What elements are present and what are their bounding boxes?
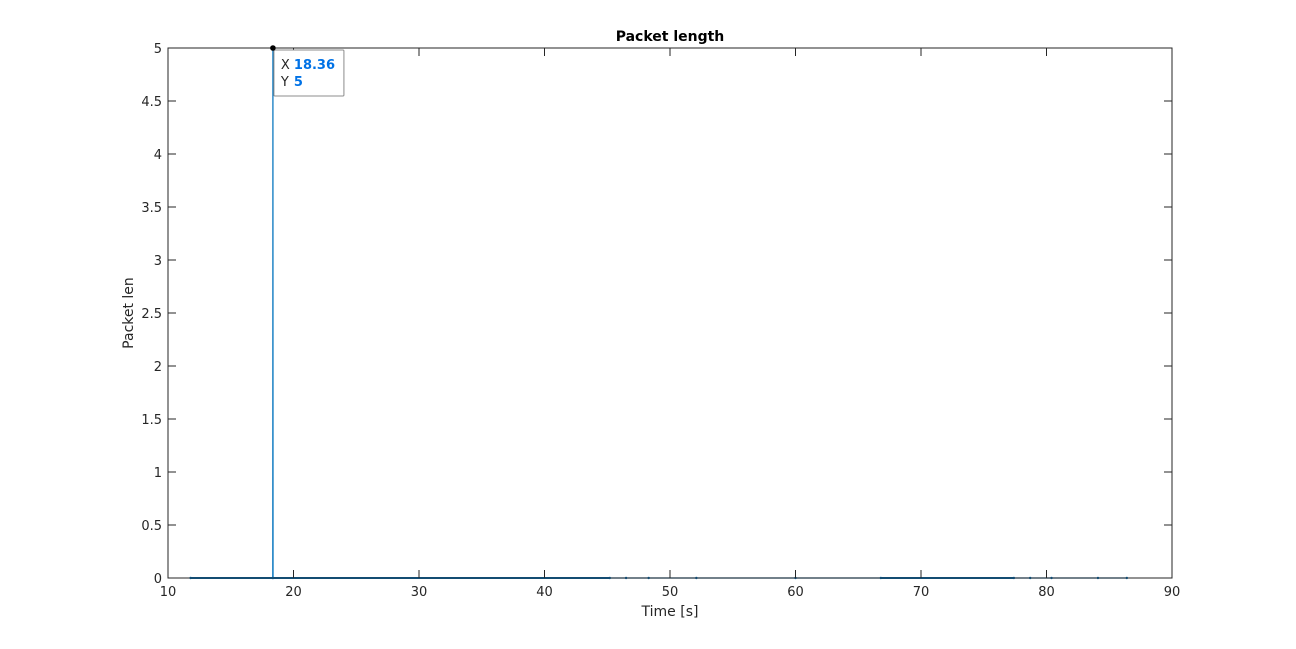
x-tick-label: 90 xyxy=(1164,585,1181,600)
y-tick-label: 1 xyxy=(154,466,162,481)
datatip-x-key: X xyxy=(281,58,290,73)
y-tick-label: 0.5 xyxy=(141,519,162,534)
datatip-y-value: 5 xyxy=(294,75,303,90)
x-tick-label: 60 xyxy=(787,585,804,600)
x-tick-label: 20 xyxy=(285,585,302,600)
datatip[interactable]: X 18.36 Y 5 xyxy=(270,45,345,97)
x-tick-label: 50 xyxy=(662,585,679,600)
y-tick-label: 3.5 xyxy=(141,201,162,216)
x-tick-label: 40 xyxy=(536,585,553,600)
x-tick-label: 30 xyxy=(411,585,428,600)
x-axis-label: Time [s] xyxy=(641,604,699,620)
datatip-box xyxy=(273,49,345,97)
datatip-marker[interactable] xyxy=(270,45,276,51)
y-tick-label: 5 xyxy=(154,42,162,57)
y-axis-label: Packet len xyxy=(121,277,137,349)
axes-background xyxy=(168,48,1172,578)
chart-title: Packet length xyxy=(616,29,725,45)
datatip-x-value: 18.36 xyxy=(294,58,335,73)
y-tick-label: 2 xyxy=(154,360,162,375)
x-tick-label: 80 xyxy=(1038,585,1055,600)
y-tick-label: 3 xyxy=(154,254,162,269)
datatip-y-key: Y xyxy=(280,75,289,90)
y-tick-label: 1.5 xyxy=(141,413,162,428)
y-tick-label: 4.5 xyxy=(141,95,162,110)
axes-box xyxy=(167,47,1173,579)
ticks-layer: 10 20 30 40 50 60 70 80 90 0 0.5 1 1.5 2 2.5 3 3.5 4 4.5 5 xyxy=(141,42,1180,600)
y-tick-label: 2.5 xyxy=(141,307,162,322)
y-tick-label: 0 xyxy=(154,572,162,587)
x-tick-label: 10 xyxy=(160,585,177,600)
x-tick-label: 70 xyxy=(913,585,930,600)
y-tick-label: 4 xyxy=(154,148,162,163)
